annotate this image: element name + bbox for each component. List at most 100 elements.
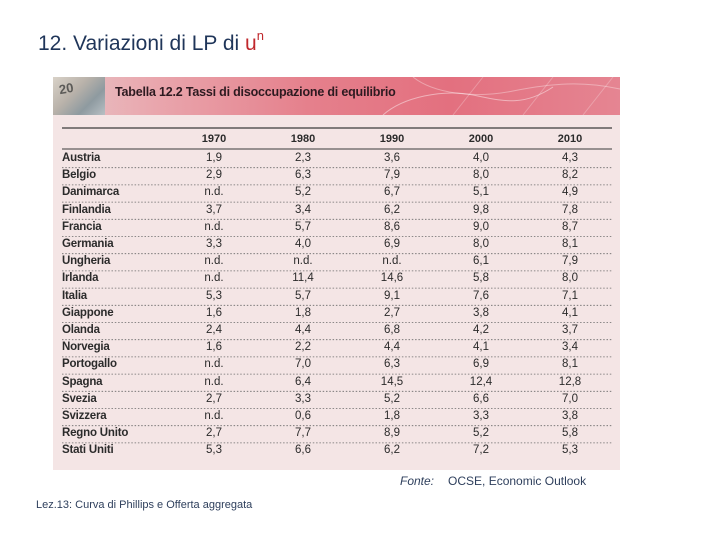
- footer-lecture: Lez.13: Curva di Phillips e Offerta aggr…: [36, 499, 253, 511]
- rate-cell: 7,1: [562, 289, 578, 302]
- rate-cell: n.d.: [293, 255, 313, 268]
- rate-cell: 8,1: [562, 358, 578, 371]
- year-header-1980: 1980: [290, 133, 316, 145]
- rate-cell: 6,2: [384, 444, 400, 457]
- table-row: Giappone 1,6 1,8 2,7 3,8 4,1: [0, 307, 720, 324]
- rate-cell: n.d.: [204, 375, 224, 388]
- table-banner: 20 Tabella 12.2 Tassi di disoccupazione …: [53, 77, 620, 115]
- rate-cell: 3,3: [206, 238, 222, 250]
- table-caption: Tabella 12.2 Tassi di disoccupazione di …: [115, 85, 396, 99]
- slide-title-superscript: n: [256, 28, 264, 43]
- rate-cell: 6,3: [295, 169, 311, 182]
- rate-cell: 5,7: [295, 220, 311, 233]
- country-name: Regno Unito: [62, 427, 129, 440]
- rate-cell: 2,7: [206, 392, 222, 405]
- rate-cell: 2,7: [206, 427, 222, 440]
- rate-cell: 7,9: [562, 255, 578, 268]
- country-name: Norvegia: [62, 341, 110, 354]
- table-row: Austria 1,9 2,3 3,6 4,0 4,3: [0, 152, 720, 169]
- rate-cell: 4,2: [473, 324, 489, 336]
- table-row: Ungheria n.d. n.d. n.d. 6,1 7,9: [0, 255, 720, 272]
- rate-cell: n.d.: [204, 358, 224, 371]
- country-name: Francia: [62, 220, 102, 233]
- country-name: Portogallo: [62, 358, 117, 371]
- rate-cell: 6,8: [384, 324, 400, 336]
- rate-cell: 6,4: [295, 375, 311, 388]
- rate-cell: 4,0: [295, 238, 311, 250]
- rate-cell: 5,3: [206, 444, 222, 457]
- banknote-image: 20: [53, 77, 105, 115]
- rate-cell: 3,7: [562, 324, 578, 336]
- rate-cell: 1,6: [206, 306, 222, 319]
- table-row: Svizzera n.d. 0,6 1,8 3,3 3,8: [0, 410, 720, 427]
- country-name: Danimarca: [62, 186, 120, 199]
- rate-cell: 14,6: [380, 272, 404, 285]
- rate-cell: 8,0: [473, 238, 489, 250]
- rate-cell: 7,2: [473, 444, 489, 457]
- rate-cell: 5,8: [562, 427, 578, 440]
- rate-cell: 5,8: [473, 272, 489, 285]
- table-row: Norvegia 1,6 2,2 4,4 4,1 3,4: [0, 341, 720, 358]
- country-name: Ungheria: [62, 255, 111, 268]
- country-name: Austria: [62, 152, 101, 164]
- rate-cell: 4,3: [562, 152, 578, 164]
- table-row: Italia 5,3 5,7 9,1 7,6 7,1: [0, 290, 720, 307]
- rate-cell: 3,4: [295, 203, 311, 216]
- rate-cell: 8,7: [562, 220, 578, 233]
- rate-cell: 9,1: [384, 289, 400, 302]
- rate-cell: 8,1: [562, 238, 578, 250]
- country-name: Spagna: [62, 375, 103, 388]
- rate-cell: 5,1: [473, 186, 489, 199]
- rate-cell: 9,0: [473, 220, 489, 233]
- rate-cell: 4,9: [562, 186, 578, 199]
- country-name: Irlanda: [62, 272, 99, 285]
- rate-cell: 8,0: [562, 272, 578, 285]
- table-row: Francia n.d. 5,7 8,6 9,0 8,7: [0, 221, 720, 238]
- table-row: Finlandia 3,7 3,4 6,2 9,8 7,8: [0, 204, 720, 221]
- rate-cell: 4,1: [562, 306, 578, 319]
- slide-title: 12. Variazioni di LP di un: [38, 28, 264, 56]
- rate-cell: 7,6: [473, 289, 489, 302]
- country-name: Svezia: [62, 392, 97, 405]
- rate-cell: 8,2: [562, 169, 578, 182]
- rate-cell: 14,5: [380, 375, 404, 388]
- source-note: Fonte: OCSE, Economic Outlook: [400, 474, 586, 488]
- rate-cell: 8,0: [473, 169, 489, 182]
- world-map-decoration: [382, 77, 620, 115]
- year-header-1970: 1970: [201, 133, 227, 145]
- year-header-1990: 1990: [379, 133, 405, 145]
- rate-cell: 6,1: [473, 255, 489, 268]
- table-row: Belgio 2,9 6,3 7,9 8,0 8,2: [0, 169, 720, 186]
- rate-cell: 8,9: [384, 427, 400, 440]
- rate-cell: 4,1: [473, 341, 489, 354]
- country-name: Olanda: [62, 324, 100, 336]
- rate-cell: 7,8: [562, 203, 578, 216]
- rate-cell: n.d.: [204, 272, 224, 285]
- country-name: Stati Uniti: [62, 444, 114, 457]
- table-figure: 20 Tabella 12.2 Tassi di disoccupazione …: [53, 77, 620, 470]
- table-row: Germania 3,3 4,0 6,9 8,0 8,1: [0, 238, 720, 255]
- country-name: Germania: [62, 238, 114, 250]
- rate-cell: 2,4: [206, 324, 222, 336]
- table-row: Olanda 2,4 4,4 6,8 4,2 3,7: [0, 324, 720, 341]
- rate-cell: 5,3: [206, 289, 222, 302]
- rate-cell: 3,4: [562, 341, 578, 354]
- country-name: Italia: [62, 289, 88, 302]
- rate-cell: 11,4: [292, 272, 314, 285]
- rate-cell: 5,3: [562, 444, 578, 457]
- rate-cell: n.d.: [204, 186, 224, 199]
- table-row: Svezia 2,7 3,3 5,2 6,6 7,0: [0, 393, 720, 410]
- table-row: Irlanda n.d. 11,4 14,6 5,8 8,0: [0, 272, 720, 289]
- rate-cell: 4,4: [384, 341, 400, 354]
- table-row: Danimarca n.d. 5,2 6,7 5,1 4,9: [0, 186, 720, 203]
- rate-cell: 6,2: [384, 203, 400, 216]
- rate-cell: 5,2: [384, 392, 400, 405]
- year-header-2010: 2010: [557, 133, 583, 145]
- rate-cell: 7,9: [384, 169, 400, 182]
- rate-cell: 9,8: [473, 203, 489, 216]
- rate-cell: 5,7: [295, 289, 311, 302]
- slide-title-u: u: [245, 32, 257, 55]
- rate-cell: 8,6: [384, 220, 400, 233]
- rate-cell: 7,7: [295, 427, 311, 440]
